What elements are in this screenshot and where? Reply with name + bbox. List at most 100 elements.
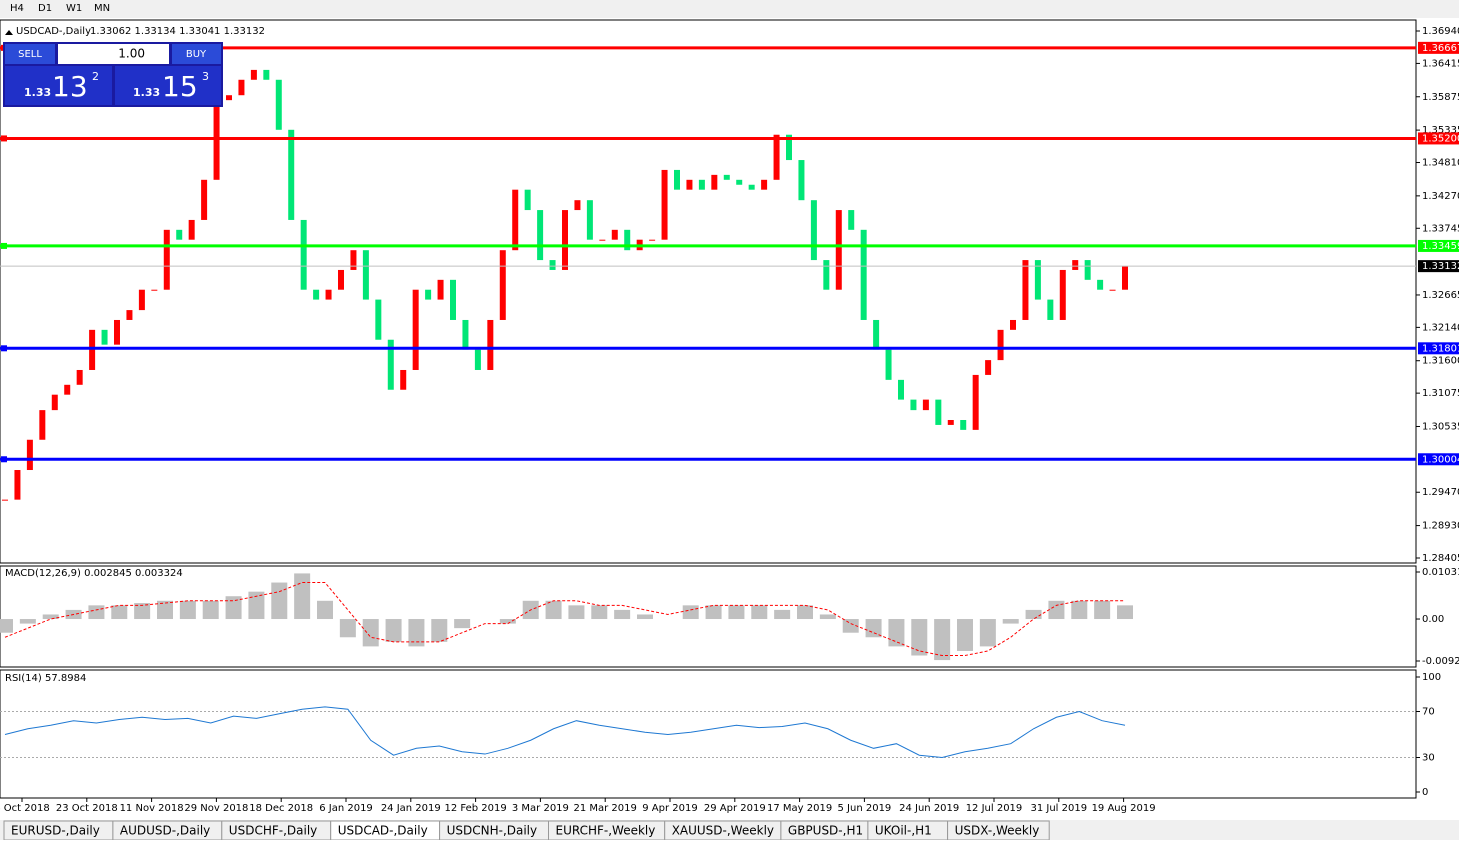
macd-bar (1094, 600, 1111, 620)
sell-price-box[interactable] (5, 66, 112, 105)
y-tick-label: 1.28405 (1422, 553, 1459, 564)
tab-label[interactable]: UKOil-,H1 (875, 824, 932, 838)
buy-price-box[interactable] (115, 66, 221, 105)
candle-body (387, 339, 394, 390)
period-button[interactable]: MN (94, 3, 110, 14)
macd-bar (728, 605, 745, 620)
buy-button[interactable] (172, 44, 221, 64)
candle-body (885, 349, 892, 380)
x-tick-label: 17 May 2019 (767, 803, 832, 814)
candle-body (213, 100, 220, 180)
tab-label[interactable]: USDCAD-,Daily (338, 824, 428, 838)
candle-body (201, 179, 208, 220)
candle-body (524, 189, 531, 211)
macd-bar (568, 605, 585, 620)
tab-label[interactable]: EURCHF-,Weekly (556, 824, 656, 838)
candle-body (412, 289, 419, 370)
candle-body (898, 379, 904, 400)
candle-body (972, 374, 979, 430)
tab-label[interactable]: AUDUSD-,Daily (120, 824, 210, 838)
macd-bar (1002, 619, 1019, 624)
y-tick-label: -0.009203 (1422, 656, 1459, 667)
candle-body (736, 179, 743, 185)
period-button[interactable]: D1 (38, 3, 52, 14)
y-tick-label: 0.00 (1422, 614, 1444, 625)
candle-body (474, 349, 481, 370)
candle-body (1010, 319, 1016, 330)
macd-bar (614, 609, 631, 620)
candle-body (163, 229, 170, 290)
macd-bar (431, 619, 448, 642)
volume[interactable]: 1.00 (118, 47, 145, 61)
level-handle (1, 242, 7, 249)
y-tick-label: 70 (1422, 707, 1435, 718)
sell-label[interactable]: SELL (18, 49, 42, 60)
level-tag (1418, 342, 1459, 355)
macd-bar (362, 619, 379, 647)
candle-body (947, 419, 954, 425)
x-tick-label: 29 Nov 2018 (184, 803, 248, 814)
candle-body (549, 260, 556, 270)
macd-bar (0, 619, 13, 633)
x-tick-label: 19 Aug 2019 (1092, 803, 1156, 814)
toolbar (0, 0, 1459, 18)
macd-bar (454, 619, 471, 629)
macd-bar (637, 614, 653, 620)
buy-big: 1.33 (133, 86, 160, 99)
chart-title: USDCAD-,Daily (16, 26, 91, 37)
candle-body (686, 179, 693, 190)
macd-bar (545, 600, 562, 620)
macd-bar (225, 596, 242, 620)
x-tick-label: 21 Mar 2019 (573, 803, 636, 814)
tab-label[interactable]: USDCHF-,Daily (229, 824, 317, 838)
macd-bar (385, 619, 402, 642)
y-tick-label: 1.28930 (1422, 521, 1459, 532)
sell-button[interactable] (5, 44, 55, 64)
y-tick-label: 0.010311 (1422, 567, 1459, 578)
candle-body (574, 200, 581, 211)
candle-body (263, 69, 270, 80)
period-button[interactable]: H4 (10, 3, 24, 14)
candle-body (487, 319, 494, 370)
macd-bar (591, 605, 608, 620)
y-tick-label: 1.33745 (1422, 223, 1459, 234)
x-tick-label: 24 Jun 2019 (899, 803, 959, 814)
volume-input[interactable] (58, 44, 169, 64)
candle-body (26, 439, 33, 471)
macd-bar (979, 619, 996, 647)
candle-body (1097, 279, 1104, 290)
level-label: 1.35200 (1422, 133, 1459, 144)
tab-label[interactable]: USDX-,Weekly (955, 824, 1040, 838)
tab-label[interactable]: XAUUSD-,Weekly (672, 824, 774, 838)
candle-body (661, 169, 668, 240)
candle-body (723, 174, 730, 180)
candle-body (437, 279, 444, 300)
candle-body (400, 369, 407, 390)
buy-label[interactable]: BUY (186, 49, 207, 60)
macd-bar (957, 619, 973, 651)
x-tick-label: 24 Jan 2019 (381, 803, 441, 814)
macd-bar (682, 605, 699, 620)
period-button[interactable]: W1 (66, 3, 82, 14)
tab-label[interactable]: GBPUSD-,H1 (788, 824, 863, 838)
tab-label[interactable]: USDCNH-,Daily (447, 824, 538, 838)
candle-body (997, 329, 1004, 361)
candle-body (101, 329, 108, 345)
candle-body (1047, 299, 1054, 320)
candle-body (499, 250, 506, 320)
candle-body (1122, 266, 1128, 290)
candle-body (226, 95, 232, 101)
macd-bar (111, 605, 128, 620)
candle-body (138, 289, 145, 311)
candle-body (922, 399, 929, 411)
macd-bar (202, 600, 219, 620)
tab-label[interactable]: EURUSD-,Daily (11, 824, 100, 838)
sell-big: 1.33 (24, 86, 51, 99)
macd-bar (19, 619, 36, 624)
y-tick-label: 1.36415 (1422, 58, 1459, 69)
macd-title: MACD(12,26,9) 0.002845 0.003324 (5, 568, 183, 579)
candle-body (1109, 289, 1116, 291)
candle-body (798, 160, 805, 201)
candle-body (873, 319, 880, 350)
level-tag (1418, 132, 1459, 145)
